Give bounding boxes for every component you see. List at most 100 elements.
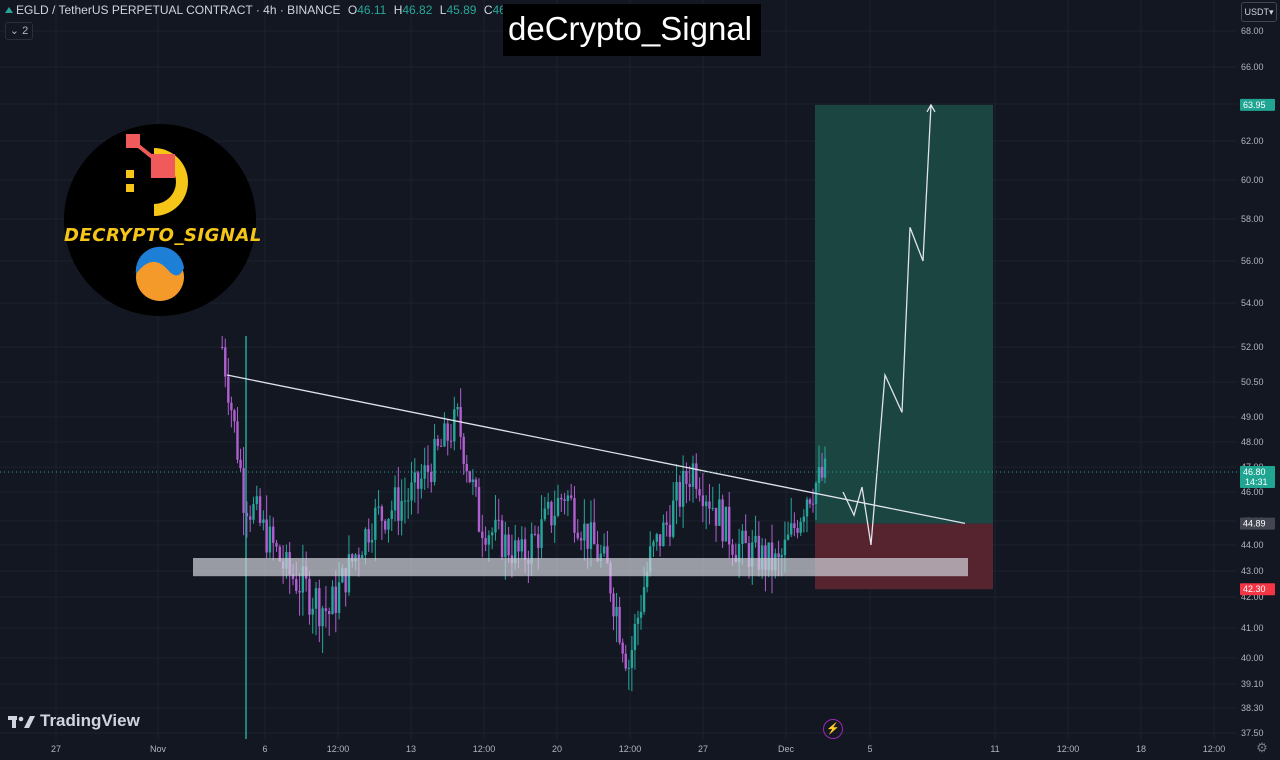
time-tick-label: 18 (1136, 744, 1146, 754)
projection-path (842, 104, 932, 546)
candle-body (275, 542, 278, 547)
candle-body (230, 402, 233, 411)
candle-body (609, 563, 612, 594)
candle-body (331, 586, 334, 615)
candle-body (436, 438, 440, 446)
candle-body (308, 578, 311, 615)
candle-body (497, 519, 500, 521)
candle-body (665, 522, 668, 525)
time-tick-label: 27 (698, 744, 708, 754)
candle-body (298, 590, 301, 593)
candle-body (817, 466, 821, 484)
current-price-label: 46.80 (1243, 467, 1266, 477)
candle-body (272, 526, 275, 543)
candle-body (589, 522, 593, 549)
target-price-badge (1240, 98, 1275, 111)
flash-icon[interactable]: ⚡ (823, 719, 843, 739)
candle-body (685, 470, 688, 484)
time-tick-label: 12:00 (473, 744, 496, 754)
candle-body (767, 542, 770, 570)
price-tick-label: 39.10 (1241, 679, 1264, 689)
candle-body (321, 608, 324, 627)
candle-body (672, 500, 675, 537)
candle-body (233, 410, 236, 422)
candle-body (390, 510, 393, 519)
logo-text: DECRYPTO_SIGNAL (64, 225, 262, 246)
candle-body (484, 538, 487, 545)
candle-body (796, 528, 799, 533)
indicators-toggle[interactable]: ⌄ 2 (5, 22, 33, 40)
candle-body (252, 504, 255, 520)
candle-body (770, 542, 774, 571)
price-tick-label: 43.00 (1241, 566, 1264, 576)
candle-body (718, 499, 721, 526)
candle-body (380, 506, 384, 521)
candle-body (265, 519, 268, 553)
candle-body (354, 554, 357, 562)
candle-body (426, 465, 430, 472)
price-axis-bg (1237, 0, 1280, 760)
candle-body (449, 440, 453, 442)
candle-body (606, 546, 609, 564)
candlestick-series (221, 335, 827, 740)
candle-body (523, 539, 527, 560)
ohlc-open-value: 46.11 (357, 3, 387, 17)
candle-body (397, 487, 400, 521)
target-zone (815, 104, 993, 524)
price-tick-label: 62.00 (1241, 136, 1264, 146)
gear-icon[interactable]: ⚙ (1256, 740, 1268, 755)
time-tick-label: 11 (990, 744, 999, 754)
candle-body (678, 482, 682, 507)
price-tick-label: 52.00 (1241, 342, 1264, 352)
candle-body (802, 516, 806, 522)
trendline (226, 374, 966, 525)
candle-body (367, 529, 370, 543)
candle-body (777, 553, 780, 558)
entry-price-badge (1240, 517, 1275, 530)
candle-body (811, 503, 815, 505)
candle-body (624, 653, 627, 669)
candle-body (783, 539, 787, 556)
price-axis: 68.0066.0064.0062.0060.0058.0056.0054.00… (1237, 0, 1280, 760)
candle-body (351, 554, 354, 562)
candle-body (430, 471, 433, 483)
chevron-down-icon: ▾ (1268, 7, 1274, 17)
candle-body (630, 650, 634, 668)
candle-body (446, 423, 449, 441)
candle-body (546, 501, 550, 509)
candle-body (453, 409, 456, 442)
candle-body (737, 544, 741, 562)
candle-body (668, 524, 672, 537)
candle-body (344, 568, 347, 593)
candle-body (633, 623, 637, 651)
time-tick-label: 27 (51, 744, 61, 754)
candle-body (420, 478, 423, 489)
currency-selector[interactable]: USDT▾ (1241, 2, 1277, 22)
symbol-title[interactable]: EGLD / TetherUS PERPETUAL CONTRACT · 4h … (16, 3, 341, 17)
candle-body (790, 523, 793, 535)
candle-body (530, 533, 533, 564)
candle-body (227, 376, 230, 403)
candle-body (533, 533, 537, 535)
watermark-title: deCrypto_Signal (503, 4, 761, 56)
price-tick-label: 48.00 (1241, 437, 1264, 447)
candle-body (695, 463, 698, 490)
chart-header: EGLD / TetherUS PERPETUAL CONTRACT · 4h … (4, 3, 523, 17)
price-tick-label: 44.00 (1241, 540, 1264, 550)
candle-body (481, 531, 484, 539)
candle-body (691, 463, 695, 487)
candle-body (221, 347, 224, 348)
candle-body (387, 518, 390, 530)
candle-body (540, 519, 543, 548)
candle-body (318, 588, 321, 627)
tradingview-logo[interactable]: TradingView (8, 711, 140, 731)
candle-body (602, 546, 606, 554)
projection-arrowhead (926, 103, 936, 113)
decrypto-logo: DECRYPTO_SIGNAL (64, 124, 262, 316)
candle-body (471, 479, 475, 482)
time-tick-label: 20 (552, 744, 562, 754)
time-axis: 27 Nov 6 12:00 13 12:00 20 12:00 27 Dec 5 11 12:00 18… (0, 739, 1237, 760)
candle-body (439, 445, 443, 447)
price-tick-label: 46.00 (1241, 487, 1264, 497)
